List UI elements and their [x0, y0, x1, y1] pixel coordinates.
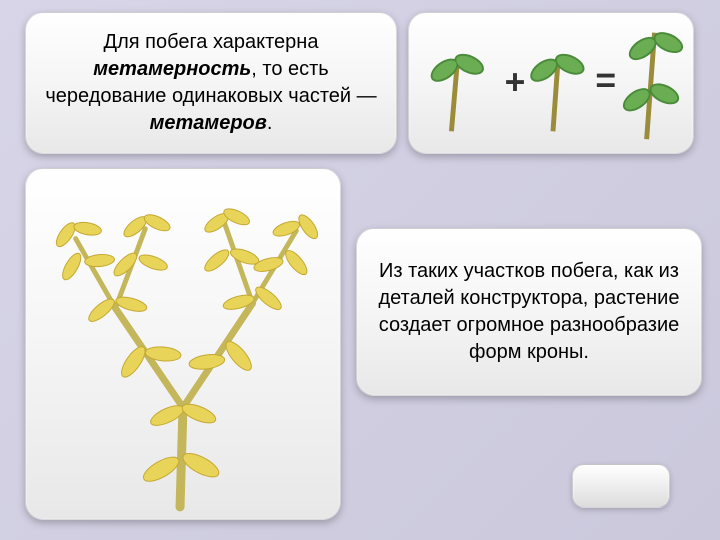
- metamery-definition-card: Для побега характерна метамерность, то е…: [25, 12, 397, 154]
- nav-button[interactable]: [572, 464, 670, 508]
- text-bold-metamery: метамерность: [93, 58, 251, 80]
- crown-diversity-card: Из таких участков побега, как из деталей…: [356, 228, 702, 396]
- text-part: Для побега характерна: [104, 31, 319, 53]
- equation-illustration-card: + =: [408, 12, 694, 154]
- equals-symbol: =: [595, 60, 616, 100]
- plus-symbol: +: [505, 62, 526, 102]
- text-bold-metamers: метамеров: [150, 112, 267, 134]
- branching-plant-card: [25, 168, 341, 520]
- text-part: .: [267, 112, 273, 134]
- crown-diversity-text: Из таких участков побега, как из деталей…: [377, 258, 681, 366]
- metamer-unit-2: [526, 50, 588, 132]
- branch-equation-svg: + =: [409, 13, 693, 153]
- branching-plant-svg: [26, 169, 340, 519]
- metamer-unit-1: [427, 50, 488, 132]
- metamery-definition-text: Для побега характерна метамерность, то е…: [44, 29, 378, 137]
- metamer-result: [619, 28, 687, 139]
